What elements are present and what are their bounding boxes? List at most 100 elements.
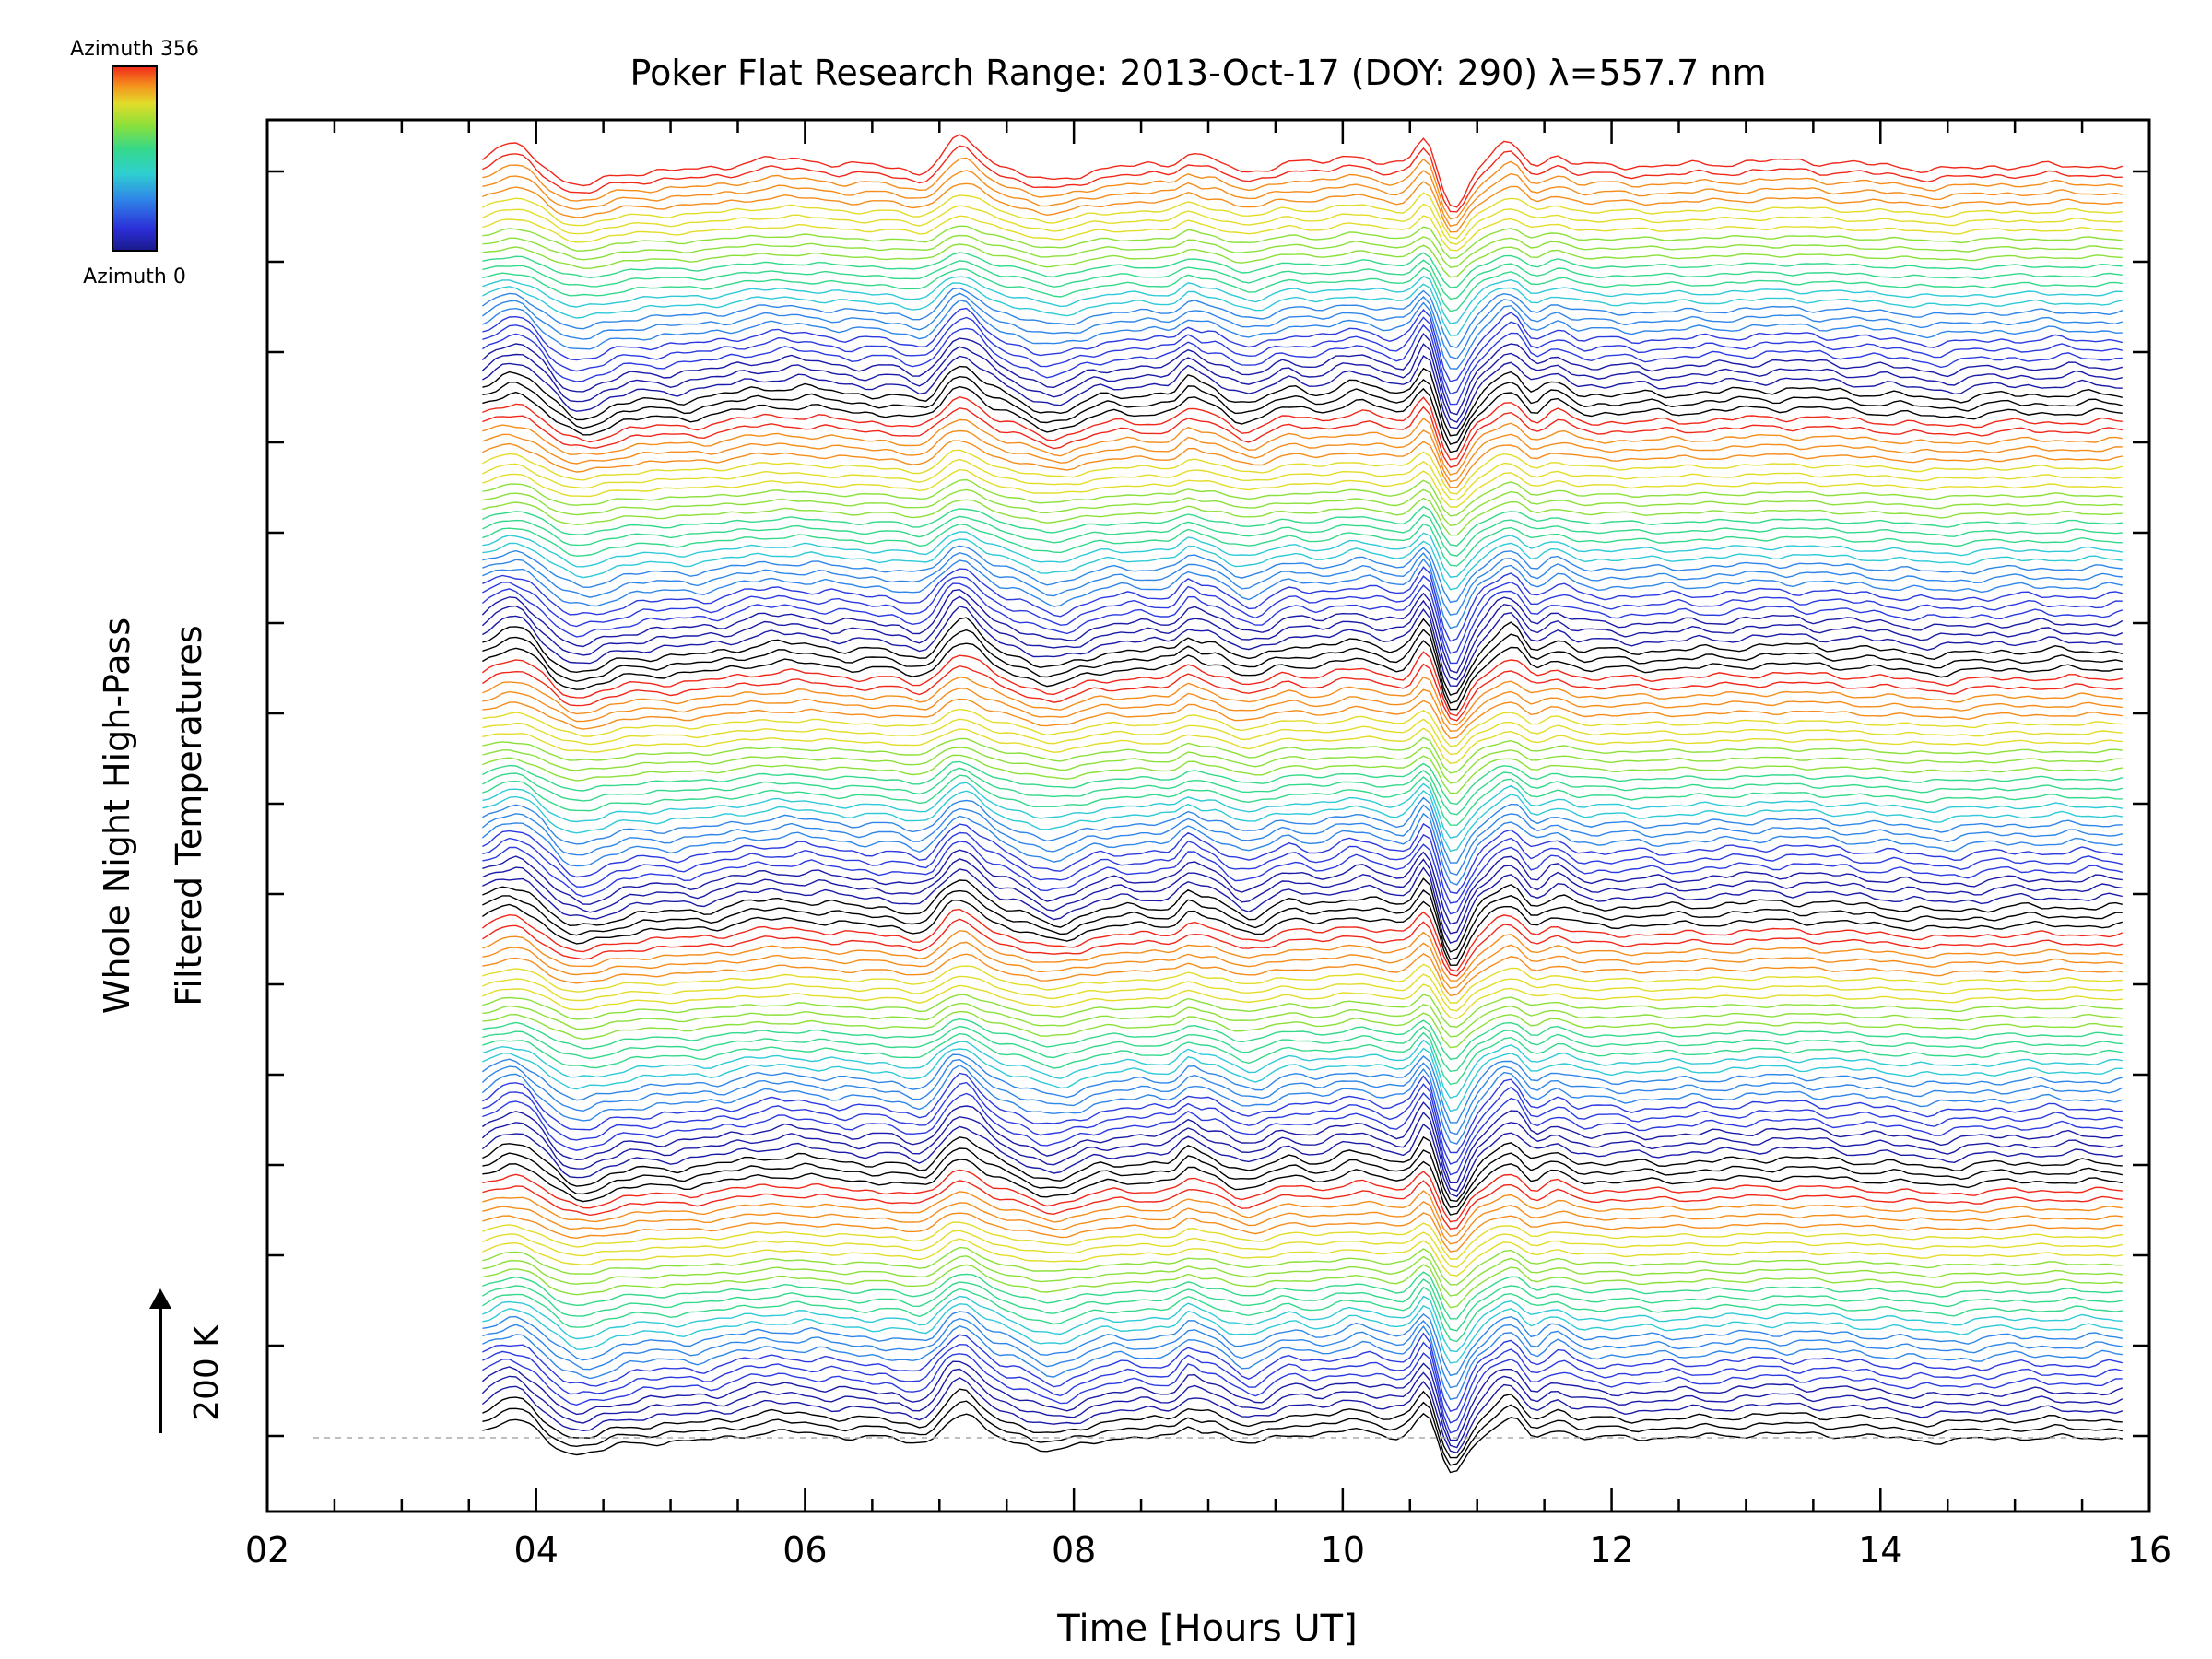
series-line: [482, 1047, 2123, 1112]
colorbar-top-label: Azimuth 356: [70, 38, 199, 61]
series-line: [482, 663, 2123, 722]
series-line: [482, 324, 2123, 406]
x-tick-label: 10: [1321, 1530, 1365, 1571]
series-line: [481, 651, 2123, 717]
series-line: [482, 181, 2123, 233]
colorbar-bottom-label: Azimuth 0: [83, 265, 186, 288]
series-line: [482, 1190, 2123, 1238]
series-line: [482, 259, 2123, 300]
series-line: [482, 760, 2124, 806]
series-line: [481, 287, 2124, 348]
series-line: [481, 333, 2123, 416]
series-line: [482, 736, 2123, 774]
series-line: [481, 812, 2123, 886]
series-line: [482, 1238, 2123, 1277]
series-line: [482, 170, 2123, 227]
series-line: [482, 1081, 2124, 1165]
series-line: [482, 355, 2123, 429]
series-line: [482, 1271, 2123, 1320]
series-line: [482, 754, 2123, 794]
series-line: [482, 858, 2123, 935]
series-line: [482, 790, 2123, 853]
series-line: [482, 365, 2123, 437]
series-line: [482, 822, 2123, 894]
series-line: [481, 1058, 2124, 1135]
series-line: [482, 157, 2123, 220]
series-line: [482, 1002, 2123, 1038]
series-line: [482, 215, 2123, 252]
series-line: [482, 849, 2123, 925]
series-line: [482, 1311, 2123, 1377]
series-line: [482, 243, 2123, 278]
series-line: [482, 1412, 2123, 1474]
series-line: [482, 774, 2123, 826]
series-line: [482, 429, 2123, 483]
series-line: [481, 1064, 2124, 1145]
series-line: [482, 1230, 2123, 1268]
series-line: [482, 877, 2123, 953]
x-tick-label: 16: [2127, 1530, 2171, 1571]
series-line: [481, 908, 2124, 972]
series-line: [482, 513, 2123, 557]
series-line: [482, 889, 2123, 960]
x-tick-label: 06: [782, 1530, 827, 1571]
y-axis-label-line1: Whole Night High-Pass: [97, 618, 137, 1014]
series-line: [482, 929, 2123, 982]
x-tick-label: 12: [1589, 1530, 1633, 1571]
series-line: [481, 1360, 2124, 1441]
series-line: [482, 727, 2123, 764]
series-line: [482, 505, 2123, 547]
y-axis-label-line2: Filtered Temperatures: [169, 625, 209, 1006]
series-line: [482, 918, 2123, 977]
series-line: [482, 629, 2123, 704]
x-tick-label: 04: [514, 1530, 559, 1571]
series-line: [482, 266, 2123, 312]
series-line: [482, 1400, 2123, 1466]
x-axis-label: Time [Hours UT]: [1056, 1607, 1357, 1650]
series-line: [482, 1031, 2123, 1086]
series-line: [482, 523, 2123, 567]
series-line: [482, 1018, 2123, 1060]
series-line: [482, 1303, 2123, 1364]
series-line: [482, 1212, 2123, 1253]
series-line: [482, 973, 2123, 1012]
x-tick-labels: 02 04 06 08 10 12 14 16: [245, 1530, 2171, 1571]
series-line: [482, 418, 2123, 476]
series-line: [482, 899, 2123, 966]
series-line: [482, 234, 2123, 268]
series-line: [482, 1332, 2123, 1413]
series-line: [482, 1255, 2123, 1297]
series-line: [482, 831, 2123, 904]
series-line: [482, 488, 2123, 527]
series-line: [482, 841, 2123, 915]
series-line: [482, 395, 2123, 461]
series-line: [482, 796, 2123, 864]
series-line: [481, 1377, 2124, 1454]
series-line: [482, 468, 2123, 508]
series-line: [482, 866, 2123, 944]
series-line: [481, 134, 2124, 208]
series-line: [482, 1286, 2123, 1343]
series-line: [482, 1135, 2123, 1203]
series-line: [481, 588, 2124, 674]
series-line: [482, 1072, 2123, 1154]
series-line: [482, 252, 2123, 288]
series-line: [482, 994, 2123, 1028]
series-line: [482, 1264, 2123, 1309]
series-line: [481, 1368, 2124, 1449]
series-line: [482, 316, 2123, 395]
series-line: [482, 478, 2123, 517]
series-group: [481, 134, 2124, 1474]
series-line: [482, 1352, 2123, 1434]
series-line: [482, 606, 2123, 688]
series-line: [482, 1169, 2123, 1223]
x-tick-label: 02: [245, 1530, 289, 1571]
series-line: [482, 1201, 2123, 1245]
series-line: [481, 595, 2124, 681]
x-tick-label: 14: [1858, 1530, 1902, 1571]
series-line: [482, 676, 2123, 726]
series-line: [481, 1112, 2123, 1192]
series-line: [482, 718, 2123, 756]
series-line: [482, 1278, 2123, 1332]
scale-arrowhead: [149, 1288, 171, 1309]
